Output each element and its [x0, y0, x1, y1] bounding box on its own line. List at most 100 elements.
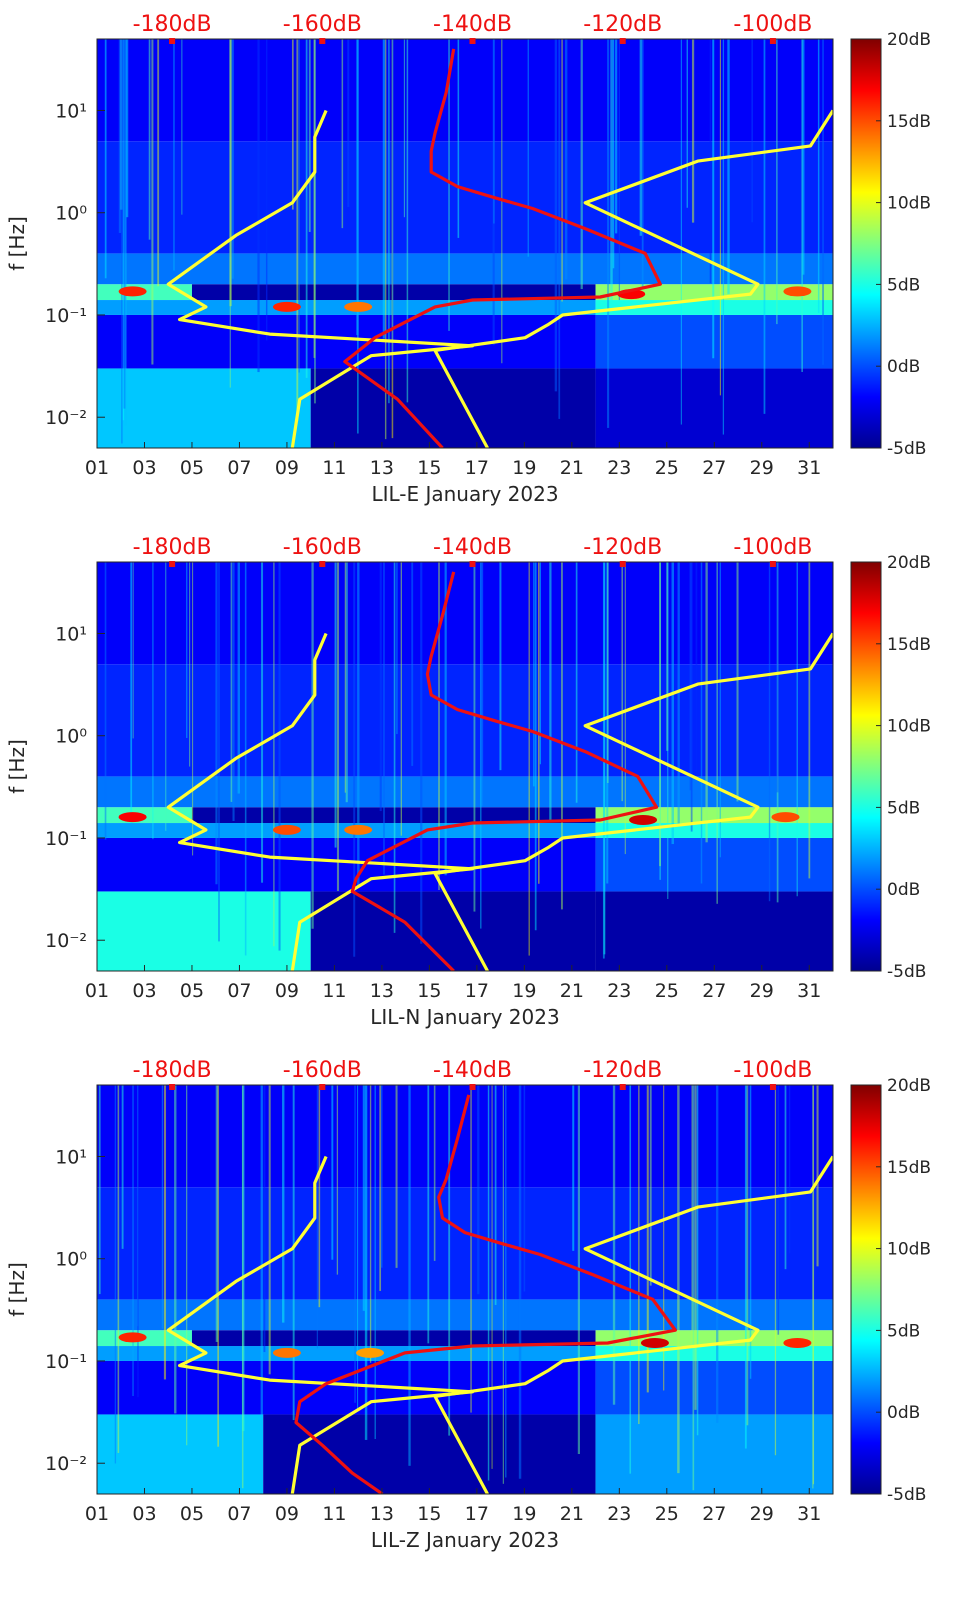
transient-streak	[152, 562, 154, 840]
colorbar-label: 0dB	[887, 880, 920, 900]
top-axis-tick	[319, 1084, 326, 1090]
transient-streak	[700, 562, 703, 884]
microseism-hotspot	[344, 824, 373, 835]
transient-streak	[124, 39, 127, 426]
x-tick-label: 15	[417, 457, 441, 479]
transient-streak	[408, 1085, 411, 1466]
x-tick-label: 23	[607, 980, 631, 1002]
plot-frame	[96, 561, 834, 972]
transient-streak	[493, 39, 495, 224]
transient-streak	[448, 39, 450, 331]
top-axis-label: -160dB	[283, 535, 362, 560]
transient-streak	[242, 1085, 245, 1432]
top-axis-tick	[769, 38, 776, 44]
x-tick-label: 13	[370, 457, 394, 479]
spectrogram-cell	[97, 1085, 833, 1188]
transient-streak	[357, 562, 360, 889]
top-axis-label: -100dB	[733, 535, 812, 560]
top-axis-tick	[319, 561, 326, 567]
transient-streak	[268, 1085, 271, 1375]
x-tick-label: 11	[322, 1503, 346, 1525]
x-tick-label: 11	[322, 980, 346, 1002]
transient-streak	[709, 39, 712, 284]
transient-streak	[691, 39, 695, 223]
transient-streak	[353, 562, 356, 957]
transient-streak	[612, 1085, 616, 1405]
transient-streak	[680, 39, 682, 425]
x-tick-label: 21	[560, 457, 584, 479]
transient-streak	[403, 39, 406, 218]
x-tick-label: 13	[370, 980, 394, 1002]
transient-streak	[528, 562, 530, 956]
top-axis-tick	[319, 38, 326, 44]
transient-streak	[215, 562, 218, 885]
transient-streak	[391, 39, 394, 353]
transient-streak	[618, 39, 621, 301]
transient-streak	[298, 39, 300, 373]
transient-streak	[296, 39, 299, 422]
colorbar-label: -5dB	[887, 962, 926, 982]
transient-streak	[692, 1085, 695, 1491]
spectrogram-panel: 01 03 05 07 09 11 13 15 17 19 21 23 25 27 29 31 LIL-E Ja…	[5, 12, 931, 506]
transient-streak	[305, 39, 308, 378]
transient-streak	[98, 1085, 101, 1295]
spectrogram-cell	[263, 1414, 596, 1494]
transient-streak	[411, 562, 414, 766]
spectrogram-cell	[97, 837, 596, 892]
transient-streak	[261, 562, 264, 883]
transient-streak	[527, 39, 529, 257]
colorbar	[850, 1084, 882, 1495]
x-tick-label: 09	[275, 1503, 299, 1525]
transient-streak	[719, 39, 721, 396]
transient-streak	[694, 1085, 697, 1410]
x-tick-label: 31	[797, 1503, 821, 1525]
transient-streak	[481, 562, 484, 806]
transient-streak	[615, 39, 618, 234]
colorbar-label: 10dB	[887, 1240, 931, 1260]
transient-streak	[444, 562, 447, 876]
transient-streak	[561, 39, 563, 302]
x-tick-label: 09	[275, 457, 299, 479]
x-tick-label: 01	[85, 1503, 109, 1525]
transient-streak	[331, 1085, 334, 1260]
x-tick-label: 29	[750, 980, 774, 1002]
transient-streak	[817, 39, 820, 313]
spectrogram-cell	[595, 314, 833, 369]
transient-streak	[217, 1085, 219, 1447]
spectrogram-cell	[595, 368, 833, 448]
transient-streak	[231, 39, 234, 279]
spectrogram-cell	[310, 368, 596, 448]
transient-streak	[396, 562, 398, 735]
transient-streak	[186, 562, 188, 738]
y-tick-label: 10⁰	[55, 726, 87, 748]
transient-streak	[384, 39, 387, 440]
x-tick-label: 15	[417, 1503, 441, 1525]
x-tick-label: 19	[512, 980, 536, 1002]
transient-streak	[118, 39, 122, 233]
low-noise-model-curve	[166, 1155, 475, 1494]
x-tick-label: 25	[655, 980, 679, 1002]
x-tick-label: 03	[132, 457, 156, 479]
y-tick-label: 10¹	[55, 623, 87, 645]
transient-streak	[230, 562, 233, 802]
transient-streak	[318, 1085, 321, 1308]
transient-streak	[126, 39, 129, 218]
transient-streak	[663, 1085, 665, 1391]
y-tick-label: 10⁰	[55, 1249, 87, 1271]
colorbar	[850, 38, 882, 449]
transient-streak	[148, 39, 151, 240]
transient-streak	[572, 1085, 575, 1251]
transient-streak	[341, 39, 344, 229]
transient-streak	[667, 562, 669, 899]
transient-streak	[612, 39, 615, 269]
transient-streak	[777, 1085, 780, 1335]
top-axis-tick	[469, 561, 476, 567]
plot-frame	[96, 1084, 834, 1495]
x-tick-label: 27	[702, 457, 726, 479]
transient-streak	[575, 562, 578, 803]
colorbar-label: 0dB	[887, 357, 920, 377]
transient-streak	[776, 562, 779, 793]
x-axis-label: LIL-N January 2023	[370, 1005, 559, 1029]
transient-streak	[749, 1085, 752, 1379]
transient-streak	[388, 39, 390, 404]
